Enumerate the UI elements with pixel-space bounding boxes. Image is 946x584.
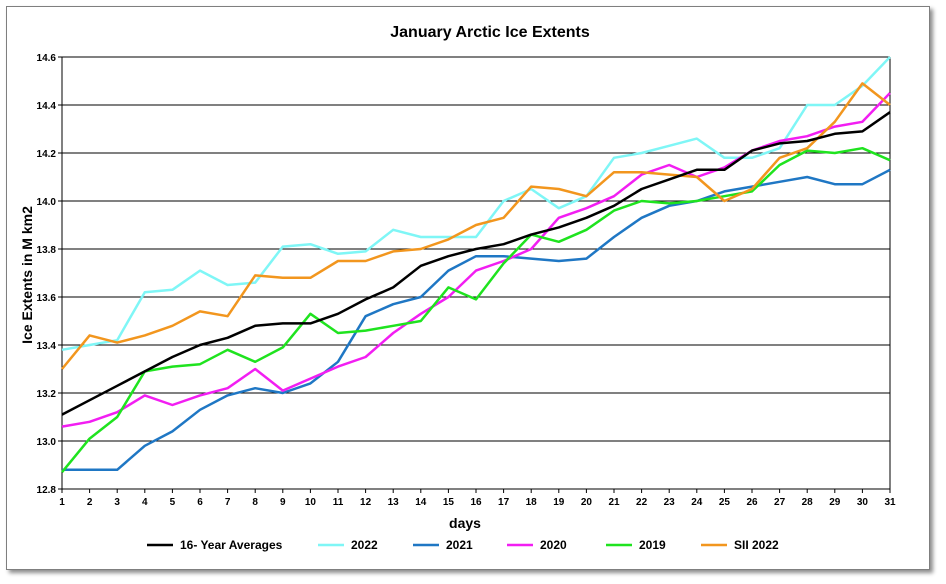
x-tick-label: 13 xyxy=(388,497,400,508)
legend-item-2021: 2021 xyxy=(413,538,473,552)
x-tick-label: 20 xyxy=(581,497,593,508)
legend-item-sii-2022: SII 2022 xyxy=(701,538,779,552)
legend-item-2020: 2020 xyxy=(507,538,567,552)
x-tick-label: 25 xyxy=(719,497,731,508)
x-tick-label: 3 xyxy=(114,497,120,508)
x-tick-label: 18 xyxy=(526,497,538,508)
x-tick-label: 31 xyxy=(884,497,896,508)
x-tick-label: 27 xyxy=(774,497,786,508)
x-tick-label: 23 xyxy=(664,497,676,508)
legend-label: 2020 xyxy=(540,538,567,552)
x-tick-label: 30 xyxy=(857,497,869,508)
y-tick-label: 13.0 xyxy=(37,437,57,448)
series-line-2022 xyxy=(61,56,891,352)
y-tick-label: 14.4 xyxy=(37,101,57,112)
y-axis-label: Ice Extents in M km2 xyxy=(19,206,35,344)
x-tick-label: 9 xyxy=(280,497,286,508)
series-line-2021 xyxy=(62,168,891,472)
x-tick-label: 14 xyxy=(415,497,427,508)
y-tick-label: 12.8 xyxy=(37,485,57,496)
x-tick-label: 5 xyxy=(170,497,176,508)
y-tick-label: 13.8 xyxy=(37,245,57,256)
x-tick-label: 7 xyxy=(225,497,231,508)
x-tick-label: 24 xyxy=(691,497,703,508)
y-tick-label: 13.6 xyxy=(37,293,57,304)
series-line-2019 xyxy=(61,146,891,473)
y-tick-label: 13.4 xyxy=(37,341,57,352)
y-tick-label: 14.2 xyxy=(37,149,57,160)
y-tick-label: 14.6 xyxy=(37,53,57,64)
x-tick-label: 22 xyxy=(636,497,648,508)
x-tick-label: 8 xyxy=(252,497,258,508)
x-tick-label: 19 xyxy=(553,497,565,508)
plot-area: 12.8 13.0 13.2 13.4 13.6 13.8 14.0 14.2 14.4 14.6… xyxy=(37,53,896,508)
legend-item-2019: 2019 xyxy=(606,538,666,552)
chart-title: January Arctic Ice Extents xyxy=(390,24,590,41)
legend: 16- Year Averages 2022 2021 2020 2019 SII 202… xyxy=(147,538,779,552)
legend-label: 2019 xyxy=(639,538,666,552)
x-tick-label: 28 xyxy=(802,497,814,508)
legend-item-2022: 2022 xyxy=(318,538,378,552)
x-tick-label: 12 xyxy=(360,497,372,508)
legend-label: SII 2022 xyxy=(734,538,779,552)
x-tick-label: 15 xyxy=(443,497,455,508)
y-tick-label: 13.2 xyxy=(37,389,57,400)
x-axis-label: days xyxy=(449,515,481,531)
x-tick-label: 10 xyxy=(305,497,317,508)
series-line-16-year-averages xyxy=(61,111,891,416)
legend-label: 16- Year Averages xyxy=(180,538,283,552)
legend-label: 2022 xyxy=(351,538,378,552)
x-tick-label: 11 xyxy=(333,497,344,508)
y-tick-label: 14.0 xyxy=(37,197,57,208)
series-line-sii-2022 xyxy=(61,82,891,370)
x-tick-label: 16 xyxy=(470,497,482,508)
x-tick-label: 21 xyxy=(608,497,620,508)
x-tick-label: 4 xyxy=(142,497,148,508)
x-tick-label: 1 xyxy=(59,497,65,508)
x-tick-label: 26 xyxy=(746,497,758,508)
legend-label: 2021 xyxy=(446,538,473,552)
x-tick-label: 2 xyxy=(87,497,93,508)
plot-background xyxy=(62,57,890,489)
x-tick-label: 29 xyxy=(829,497,841,508)
x-tick-label: 6 xyxy=(197,497,203,508)
legend-item-16-year-averages: 16- Year Averages xyxy=(147,538,283,552)
x-tick-label: 17 xyxy=(498,497,510,508)
